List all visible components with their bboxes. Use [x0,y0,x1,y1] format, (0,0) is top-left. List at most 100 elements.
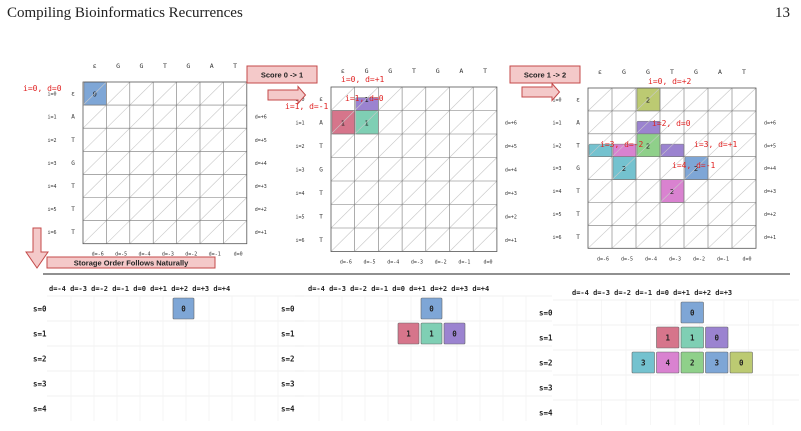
anti-diagonal-line [611,133,637,157]
anti-diagonal-line [707,225,733,249]
row-char-label: T [71,137,75,144]
diagonal-label: d=0 [742,256,751,262]
anti-diagonal-line [731,156,757,180]
right-arrow [267,85,307,105]
column-label: G [186,62,190,70]
anti-diagonal-line [152,81,177,106]
diagonal-label: d=-5 [115,252,127,258]
dp-cell-filled [660,143,685,157]
cell-annotation: i=3, d=+1 [694,140,738,149]
dp-grid-border [82,81,248,245]
dp-cell-value: 1 [364,96,368,104]
anti-diagonal-line [635,179,661,203]
column-label: T [412,67,416,75]
anti-diagonal-line [472,204,498,229]
diagonal-label: d=-4 [387,260,399,266]
storage-d-header: d=-4 d=-3 d=-2 d=-1 d=0 d=+1 d=+2 d=+3 d… [308,285,489,293]
diagonal-label: d=-2 [185,252,197,258]
anti-diagonal-line [106,174,131,198]
storage-cell-value: 4 [665,359,670,368]
column-label: ε [598,68,602,76]
dp-cell-value: 2 [646,96,650,104]
storage-cell-value: 1 [665,334,670,343]
anti-diagonal-line [587,87,613,112]
row-char-label: G [576,165,580,172]
anti-diagonal-line [425,110,450,135]
row-char-label: A [71,114,75,121]
diagonal-label: d=-6 [597,256,609,262]
anti-diagonal-line [378,157,403,182]
anti-diagonal-line [472,110,498,135]
anti-diagonal-line [472,157,498,182]
anti-diagonal-line [223,220,248,244]
anti-diagonal-line [106,81,131,106]
storage-cell-value: 3 [641,359,646,368]
column-label: G [365,67,369,75]
row-char-label: T [319,213,323,220]
anti-diagonal-line [401,204,427,229]
anti-diagonal-line [330,204,355,229]
anti-diagonal-line [587,156,613,180]
storage-cell [680,301,704,324]
storage-cell-value: 1 [406,330,411,339]
anti-diagonal-line [354,180,379,205]
anti-diagonal-line [354,110,379,135]
diagonal-label: d=-2 [435,260,447,266]
anti-diagonal-line [106,220,131,244]
arrow-label-box [246,65,318,84]
storage-row-label: s=1 [539,334,553,343]
storage-cell [705,351,729,374]
anti-diagonal-line [587,179,613,203]
row-index-label: i=3 [552,166,561,172]
diagonal-label: d=+5 [255,138,267,144]
anti-diagonal-line [176,104,201,129]
row-index-label: i=1 [295,120,304,126]
anti-diagonal-line [635,225,661,249]
anti-diagonal-line [587,225,613,249]
anti-diagonal-line [106,104,131,129]
anti-diagonal-line [82,174,107,198]
storage-cell [656,326,680,349]
anti-diagonal-line [378,86,403,111]
anti-diagonal-line [106,151,131,175]
storage-row-label: s=4 [281,405,295,414]
dp-cell-value: 2 [670,188,674,196]
anti-diagonal-line [82,127,107,152]
anti-diagonal-line [683,133,709,157]
anti-diagonal-line [425,227,450,252]
anti-diagonal-line [683,225,709,249]
row-index-label: i=6 [552,235,561,241]
arrow-label: Storage Order Follows Naturally [74,259,189,268]
anti-diagonal-line [199,127,224,152]
anti-diagonal-line [472,180,498,205]
anti-diagonal-line [152,174,177,198]
anti-diagonal-line [401,157,427,182]
anti-diagonal-line [330,157,355,182]
storage-cell-value: 0 [739,359,744,368]
storage-cell [631,351,655,374]
anti-diagonal-line [707,156,733,180]
anti-diagonal-line [707,87,733,112]
storage-row-label: s=3 [281,380,295,389]
diagonal-label: d=-1 [209,252,221,258]
anti-diagonal-line [199,197,224,221]
cell-annotation: i=2, d=0 [652,119,691,128]
running-header-title: Compiling Bioinformatics Recurrences [7,5,243,21]
diagonal-label: d=-3 [162,252,174,258]
anti-diagonal-line [683,202,709,226]
anti-diagonal-line [152,220,177,244]
anti-diagonal-line [330,133,355,158]
anti-diagonal-line [199,174,224,198]
diagonal-label: d=+1 [764,235,776,241]
anti-diagonal-line [731,179,757,203]
anti-diagonal-line [659,133,685,157]
column-label: A [210,62,214,70]
anti-diagonal-line [683,87,709,112]
column-label: G [140,62,144,70]
storage-cell-value: 1 [429,330,434,339]
storage-cell-value: 0 [452,330,457,339]
dp-cell-value: 2 [694,165,698,173]
diagonal-label: d=+2 [764,212,776,218]
anti-diagonal-line [611,179,637,203]
storage-row-label: s=0 [33,305,47,314]
